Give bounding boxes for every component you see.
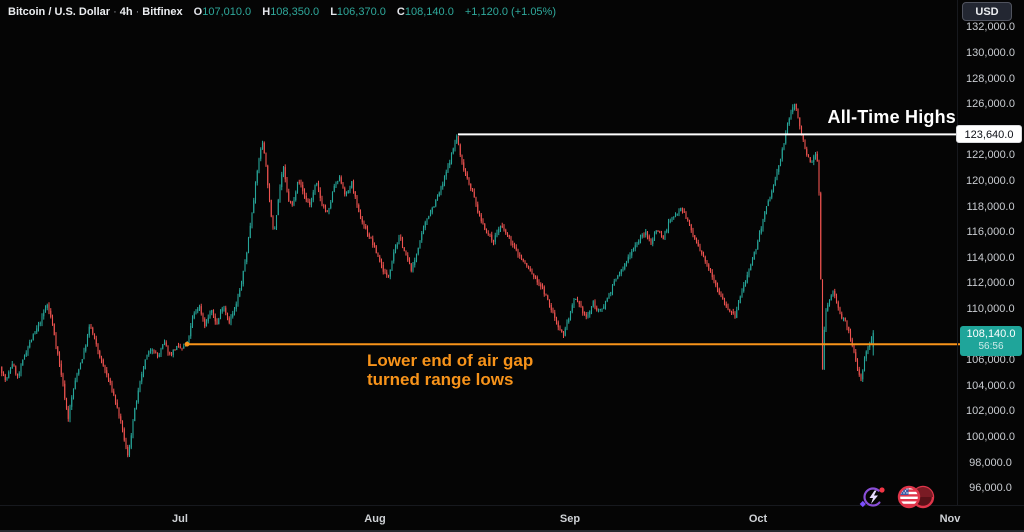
symbol-title[interactable]: Bitcoin / U.S. Dollar bbox=[8, 6, 111, 18]
up-candle-bodies bbox=[6, 103, 874, 456]
range-low-annotation-line1: Lower end of air gap bbox=[367, 351, 534, 370]
price-tick-label: 112,000.0 bbox=[966, 277, 1015, 289]
symbol-logos bbox=[858, 482, 948, 512]
price-tick-label: 96,000.0 bbox=[969, 482, 1012, 494]
high-label: H bbox=[262, 6, 271, 18]
high-value: 108,350.0 bbox=[270, 6, 320, 18]
price-tick-label: 126,000.0 bbox=[966, 98, 1015, 110]
price-tick-label: 104,000.0 bbox=[966, 380, 1015, 392]
price-scale-separator bbox=[957, 0, 958, 505]
symbol-legend: Bitcoin / U.S. Dollar · 4h · Bitfinex O107,0… bbox=[8, 5, 556, 19]
price-tick-label: 128,000.0 bbox=[966, 73, 1015, 85]
low-value: 106,370.0 bbox=[336, 6, 386, 18]
low-label: L bbox=[330, 6, 337, 18]
time-scale-separator bbox=[0, 505, 1024, 506]
ath-price-tag: 123,640.0 bbox=[956, 125, 1022, 143]
time-tick-label: Jul bbox=[172, 513, 188, 525]
close-label: C bbox=[396, 6, 405, 18]
time-scale[interactable]: Jul Aug Sep Oct Nov bbox=[0, 505, 960, 532]
flash-icon bbox=[859, 487, 885, 508]
price-tick-label: 130,000.0 bbox=[966, 47, 1015, 59]
usd-flag-pair-icon bbox=[897, 485, 935, 509]
legend-separator: · bbox=[135, 6, 140, 18]
price-tick-label: 118,000.0 bbox=[966, 201, 1015, 213]
down-candle-wicks bbox=[1, 103, 862, 458]
current-price-value: 108,140.0 bbox=[966, 328, 1016, 340]
ath-annotation-text[interactable]: All-Time Highs bbox=[827, 107, 956, 127]
price-tick-label: 102,000.0 bbox=[966, 405, 1015, 417]
time-tick-label: Oct bbox=[748, 513, 768, 525]
range-low-annotation-line2: turned range lows bbox=[367, 370, 514, 389]
price-tick-label: 100,000.0 bbox=[966, 431, 1015, 443]
open-value: 107,010.0 bbox=[202, 6, 252, 18]
currency-toggle-button[interactable]: USD bbox=[962, 2, 1012, 21]
interval-label[interactable]: 4h bbox=[119, 6, 133, 18]
close-value: 108,140.0 bbox=[404, 6, 454, 18]
range-low-annotation-text[interactable]: Lower end of air gap turned range lows bbox=[367, 351, 533, 389]
open-label: O bbox=[193, 6, 203, 18]
range-low-line-anchor[interactable] bbox=[184, 341, 190, 347]
window-bottom-edge bbox=[0, 530, 1024, 532]
price-tick-label: 122,000.0 bbox=[966, 149, 1015, 161]
price-tick-label: 120,000.0 bbox=[966, 175, 1015, 187]
legend-separator: · bbox=[113, 6, 117, 18]
price-tick-label: 106,000.0 bbox=[966, 354, 1015, 366]
price-tick-label: 114,000.0 bbox=[966, 252, 1015, 264]
price-tick-label: 98,000.0 bbox=[969, 457, 1012, 469]
bar-countdown: 56:56 bbox=[978, 341, 1004, 352]
price-scale[interactable]: 132,000.0130,000.0128,000.0126,000.0124,… bbox=[957, 0, 1024, 505]
price-tick-label: 110,000.0 bbox=[966, 303, 1015, 315]
exchange-label: Bitfinex bbox=[142, 6, 183, 18]
price-tick-label: 116,000.0 bbox=[966, 226, 1015, 238]
time-tick-label: Aug bbox=[364, 513, 386, 525]
down-candle-bodies bbox=[1, 103, 862, 456]
change-value: +1,120.0 (+1.05%) bbox=[464, 6, 556, 18]
time-tick-label: Sep bbox=[559, 513, 581, 525]
time-tick-label: Nov bbox=[939, 513, 961, 525]
price-tick-label: 132,000.0 bbox=[966, 21, 1015, 33]
current-price-tag: 108,140.0 56:56 bbox=[960, 326, 1022, 356]
